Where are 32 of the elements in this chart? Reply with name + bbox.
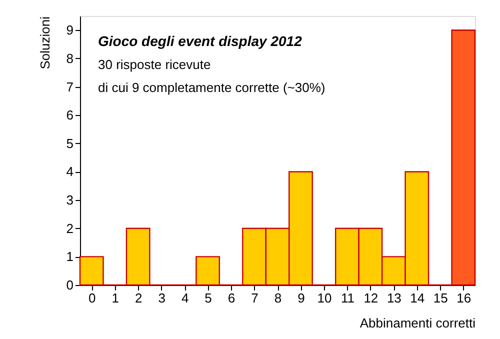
x-tick-label: 8 — [274, 290, 282, 306]
x-tick-label: 11 — [340, 290, 354, 306]
y-tick-label: 4 — [66, 164, 74, 180]
x-tick-label: 5 — [204, 290, 212, 306]
x-tick-label: 2 — [134, 290, 142, 306]
x-tick-label: 14 — [410, 290, 425, 306]
x-tick-label: 6 — [228, 290, 236, 306]
x-tick-label: 16 — [456, 290, 472, 306]
y-tick-label: 5 — [66, 136, 74, 151]
text: Gioco degli event display 2012 — [98, 33, 302, 49]
y-axis-title: Soluzioni — [37, 16, 52, 70]
x-tick-label: 13 — [386, 290, 402, 306]
x-tick-label: 3 — [158, 290, 166, 306]
x-tick-label: 9 — [298, 290, 305, 306]
x-tick-label: 7 — [251, 290, 258, 306]
x-tick-label: 0 — [88, 290, 96, 306]
annotation: di cui 9 completamente corrette (~30%) — [98, 80, 326, 95]
x-tick-label: 1 — [112, 290, 119, 306]
x-axis-title: Abbinamenti corretti — [360, 316, 476, 330]
x-tick-label: 15 — [433, 290, 448, 306]
y-tick-label: 1 — [66, 249, 74, 264]
y-tick-label: 2 — [66, 220, 74, 236]
y-tick-label: 0 — [66, 278, 74, 292]
y-tick-label: 8 — [66, 50, 74, 66]
x-tick-label: 4 — [181, 290, 189, 306]
x-tick-label: 12 — [364, 290, 378, 306]
y-tick-label: 3 — [66, 192, 74, 208]
x-tick-label: 10 — [317, 290, 332, 306]
y-tick-label: 9 — [66, 22, 74, 38]
y-tick-label: 6 — [66, 108, 74, 123]
annotation: 30 risposte ricevute — [98, 57, 211, 72]
y-tick-label: 7 — [66, 79, 74, 94]
